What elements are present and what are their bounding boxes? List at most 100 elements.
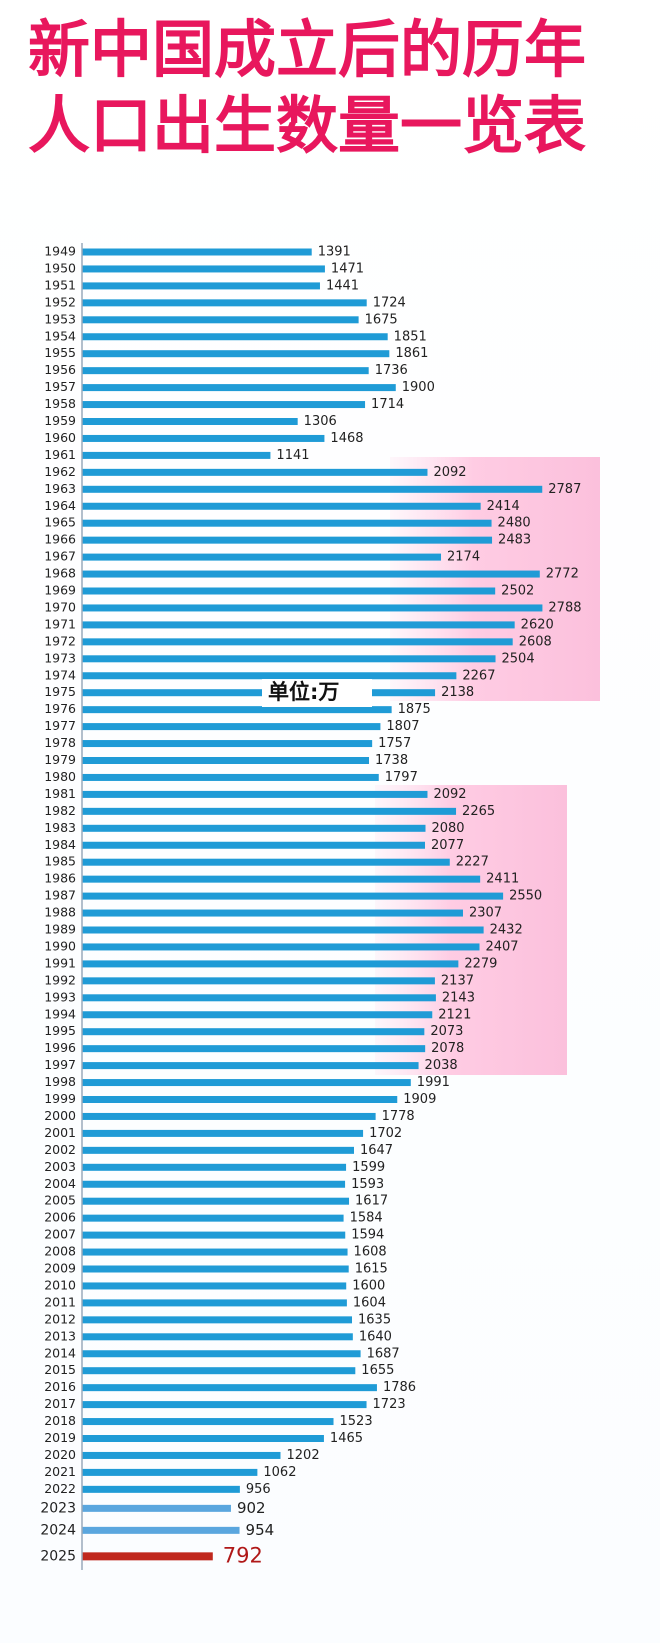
bar: [82, 384, 396, 392]
data-label: 2772: [546, 567, 579, 582]
y-tick-label: 1950: [44, 260, 76, 275]
data-label: 1471: [331, 261, 364, 276]
y-tick-label: 1977: [44, 718, 76, 733]
bar: [82, 773, 379, 781]
y-tick-label: 1979: [44, 752, 76, 767]
bar: [82, 621, 515, 629]
y-tick-label: 1964: [44, 498, 76, 513]
data-label: 2077: [431, 838, 464, 853]
y-tick-label: 2023: [40, 1500, 76, 1516]
y-tick-label: 1953: [44, 311, 76, 326]
data-label: 1991: [417, 1075, 450, 1090]
bar: [82, 1367, 356, 1375]
data-label: 2121: [438, 1007, 471, 1022]
data-label: 1738: [375, 753, 408, 768]
data-label: 2787: [548, 482, 581, 497]
y-tick-label: 2000: [44, 1108, 76, 1123]
bar: [82, 757, 370, 764]
data-label: 2265: [462, 804, 495, 819]
y-tick-label: 1991: [44, 955, 76, 970]
data-label: 1675: [365, 312, 398, 327]
data-label: 2137: [441, 973, 474, 988]
y-tick-label: 2018: [44, 1413, 76, 1428]
bar: [82, 1418, 334, 1426]
y-tick-label: 1994: [44, 1006, 76, 1021]
bar: [82, 790, 428, 798]
y-tick-label: 1982: [44, 803, 76, 818]
y-tick-label: 2001: [44, 1125, 76, 1140]
data-label: 2138: [441, 685, 474, 700]
y-tick-label: 2008: [44, 1244, 76, 1259]
y-tick-label: 1981: [44, 786, 76, 801]
y-tick-label: 1955: [44, 345, 76, 360]
y-tick-label: 1993: [44, 989, 76, 1004]
data-label: 1786: [383, 1380, 416, 1395]
bar: [82, 943, 480, 951]
y-tick-label: 1956: [44, 362, 76, 377]
y-tick-label: 1958: [44, 396, 76, 411]
data-label: 2504: [502, 651, 535, 666]
data-label: 2307: [469, 906, 502, 921]
data-label: 954: [246, 1521, 275, 1539]
y-tick-label: 1972: [44, 633, 76, 648]
data-label: 792: [223, 1543, 263, 1567]
data-label: 2227: [456, 855, 489, 870]
data-label: 1465: [330, 1431, 363, 1446]
y-tick-label: 1985: [44, 854, 76, 869]
data-label: 2073: [430, 1024, 463, 1039]
data-label: 1702: [369, 1126, 402, 1141]
bar: [82, 1384, 377, 1392]
data-label: 2267: [462, 668, 495, 683]
bar: [82, 570, 540, 578]
y-tick-label: 1954: [44, 328, 76, 343]
bar: [82, 519, 492, 527]
data-label: 2407: [485, 939, 518, 954]
bar: [82, 1468, 258, 1476]
y-tick-label: 2019: [44, 1430, 76, 1445]
data-label: 1875: [398, 702, 431, 717]
bar: [82, 282, 320, 290]
y-tick-label: 1973: [44, 650, 76, 665]
y-tick-label: 2006: [44, 1210, 76, 1225]
bar: [82, 1011, 433, 1019]
data-label: 2174: [447, 550, 480, 565]
bar: [82, 1282, 347, 1290]
data-label: 1593: [351, 1177, 384, 1192]
data-label: 2550: [509, 889, 542, 904]
bar: [82, 1485, 240, 1493]
y-tick-label: 2005: [44, 1193, 76, 1208]
bar: [82, 418, 298, 425]
bar: [82, 909, 463, 917]
y-tick-label: 1998: [44, 1074, 76, 1089]
bar: [82, 1163, 347, 1171]
data-label: 1797: [385, 770, 418, 785]
bar: [82, 1435, 324, 1442]
y-tick-label: 1952: [44, 294, 76, 309]
y-tick-label: 1983: [44, 820, 76, 835]
data-label: 1062: [263, 1465, 296, 1480]
y-tick-label: 2020: [44, 1447, 76, 1462]
data-label: 1647: [360, 1143, 393, 1158]
bar: [82, 1028, 425, 1036]
bar: [82, 333, 388, 341]
bar: [82, 1112, 376, 1120]
y-tick-label: 1992: [44, 972, 76, 987]
bar: [82, 824, 426, 832]
bar: [82, 316, 359, 324]
y-tick-label: 2003: [44, 1159, 76, 1174]
data-label: 1523: [340, 1414, 373, 1429]
bar: [82, 434, 325, 442]
data-label: 1724: [373, 295, 406, 310]
data-label: 1723: [373, 1397, 406, 1412]
y-tick-label: 2007: [44, 1227, 76, 1242]
bar: [82, 977, 435, 985]
bar: [82, 740, 373, 748]
data-label: 1778: [382, 1109, 415, 1124]
y-tick-label: 2014: [44, 1345, 76, 1360]
y-tick-label: 2022: [44, 1481, 76, 1496]
data-label: 1608: [354, 1245, 387, 1260]
y-tick-label: 1986: [44, 871, 76, 886]
data-label: 1655: [361, 1363, 394, 1378]
bar: [82, 299, 367, 307]
